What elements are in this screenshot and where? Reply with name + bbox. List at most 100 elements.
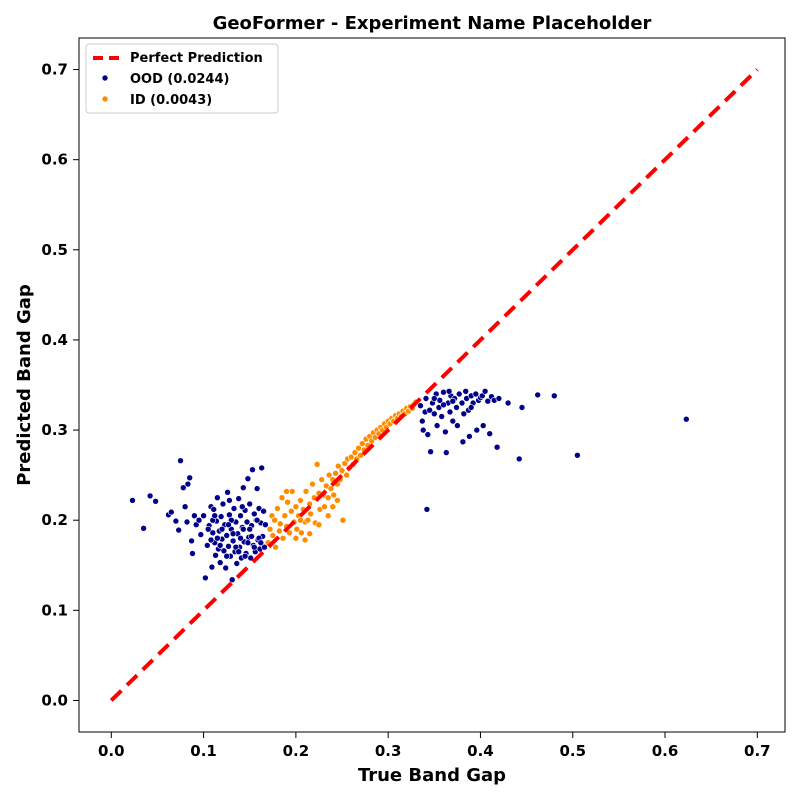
data-point	[235, 495, 242, 502]
legend: Perfect Prediction OOD (0.0244) ID (0.00…	[85, 43, 279, 114]
data-point	[251, 510, 258, 518]
data-point	[200, 512, 207, 520]
data-point	[459, 438, 467, 446]
y-tick-label: 0.2	[41, 511, 68, 529]
data-point	[304, 516, 312, 524]
data-point	[460, 410, 468, 418]
data-point	[430, 395, 438, 402]
data-point	[455, 390, 463, 398]
data-point	[279, 534, 287, 542]
data-point	[682, 415, 690, 423]
data-point	[504, 399, 512, 407]
data-point	[574, 451, 581, 459]
data-point	[211, 512, 218, 520]
plot-area	[109, 68, 759, 702]
data-point	[204, 525, 212, 533]
data-point	[283, 488, 290, 495]
y-tick-label: 0.7	[41, 61, 68, 79]
y-axis: 0.0 0.1 0.2 0.3 0.4 0.5 0.6 0.7	[41, 61, 79, 709]
data-point	[454, 422, 461, 429]
legend-swatch-id	[101, 95, 109, 103]
data-point	[230, 505, 238, 512]
data-point	[318, 476, 326, 483]
data-point	[440, 401, 447, 409]
data-point	[244, 539, 252, 547]
data-point	[129, 497, 136, 504]
data-point	[327, 485, 335, 492]
data-point	[433, 422, 441, 429]
data-point	[466, 433, 473, 440]
data-point	[224, 488, 231, 496]
perfect-prediction-line	[109, 68, 759, 702]
data-point	[226, 497, 233, 504]
data-point	[246, 500, 253, 508]
data-point	[458, 399, 466, 407]
data-point	[426, 406, 434, 414]
data-point	[195, 516, 203, 524]
data-point	[266, 525, 274, 533]
data-point	[214, 494, 221, 502]
data-point	[302, 488, 310, 495]
data-point	[271, 516, 278, 524]
data-point	[321, 503, 328, 511]
data-point	[225, 542, 232, 550]
data-point	[307, 510, 314, 518]
data-point	[351, 449, 359, 456]
data-point	[301, 536, 309, 544]
series-ood	[129, 387, 690, 584]
data-point	[189, 550, 196, 557]
data-point	[453, 404, 460, 411]
data-point	[493, 443, 501, 451]
data-point	[197, 531, 205, 538]
data-point	[309, 480, 316, 488]
data-point	[292, 503, 300, 511]
data-point	[534, 391, 542, 399]
plot-frame	[78, 37, 786, 733]
data-point	[343, 471, 350, 479]
data-point	[243, 518, 251, 526]
data-point	[240, 484, 247, 492]
data-point	[191, 512, 198, 520]
data-point	[146, 492, 154, 500]
data-point	[297, 497, 304, 504]
legend-box	[85, 43, 279, 114]
x-tick-label: 0.3	[375, 742, 402, 760]
data-point	[237, 512, 244, 520]
y-tick-label: 0.5	[41, 241, 68, 259]
data-point	[467, 404, 475, 411]
data-point	[204, 542, 211, 549]
data-point	[214, 534, 221, 542]
data-point	[313, 460, 321, 468]
x-axis-label: True Band Gap	[358, 765, 506, 786]
x-tick-label: 0.7	[744, 742, 771, 760]
data-point	[240, 525, 247, 533]
data-point	[260, 507, 267, 515]
y-tick-label: 0.1	[41, 601, 68, 619]
data-point	[422, 395, 430, 402]
data-point	[152, 497, 159, 505]
data-point	[288, 488, 296, 495]
data-point	[449, 397, 457, 405]
data-point	[217, 513, 225, 520]
data-point	[325, 471, 333, 479]
data-point	[324, 512, 332, 520]
data-point	[237, 534, 244, 542]
data-point	[332, 469, 339, 477]
data-point	[218, 525, 226, 533]
data-point	[293, 525, 301, 533]
data-point	[212, 551, 219, 559]
legend-label-ood: OOD (0.0244)	[130, 72, 229, 87]
data-point	[418, 417, 426, 425]
data-point	[518, 404, 526, 411]
data-point	[306, 530, 314, 538]
chart-title: GeoFormer - Experiment Name Placeholder	[213, 13, 652, 34]
data-point	[168, 508, 175, 516]
data-point	[442, 428, 449, 436]
data-point	[338, 467, 346, 474]
data-point	[324, 494, 332, 502]
data-point	[246, 525, 253, 533]
data-point	[225, 521, 232, 529]
data-point	[430, 410, 438, 418]
data-point	[219, 500, 227, 508]
